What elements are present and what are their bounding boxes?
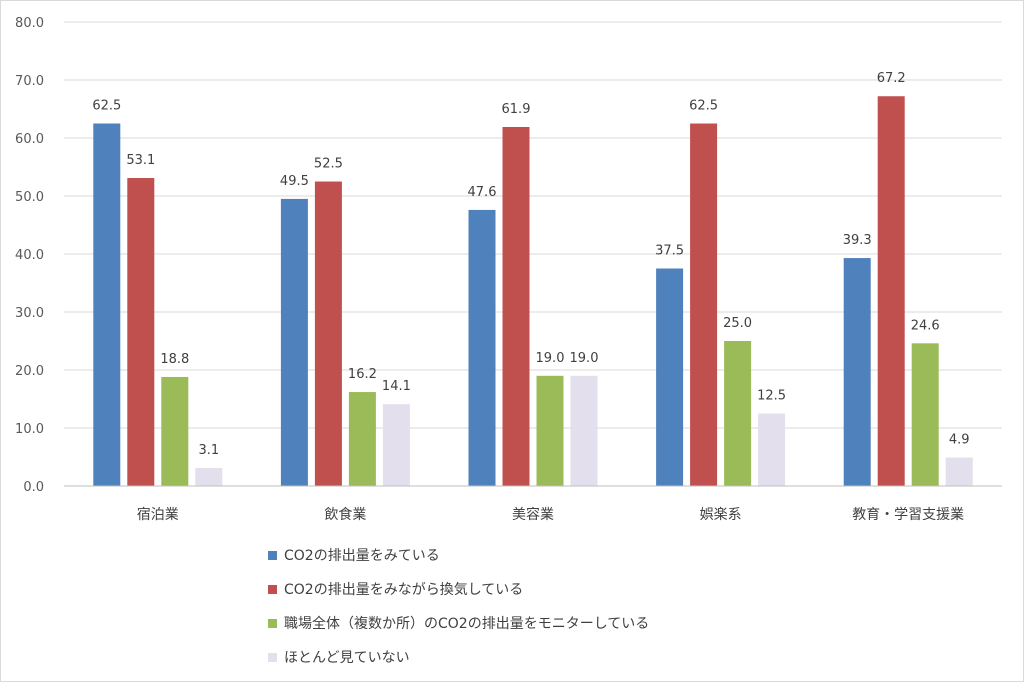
legend-swatch xyxy=(268,584,277,594)
data-label: 49.5 xyxy=(280,174,309,189)
data-label: 39.3 xyxy=(843,233,872,248)
legend-entry: ほとんど見ていない xyxy=(268,640,828,674)
y-tick-label: 10.0 xyxy=(15,422,44,437)
legend-entry: CO2の排出量をみながら換気している xyxy=(268,572,828,606)
data-label: 12.5 xyxy=(757,389,786,404)
data-label: 14.1 xyxy=(382,379,411,394)
bar xyxy=(348,392,376,486)
legend-swatch xyxy=(268,652,277,662)
bar xyxy=(93,123,121,486)
data-label: 24.6 xyxy=(911,318,940,333)
bar xyxy=(656,268,684,486)
bar xyxy=(536,375,564,486)
y-tick-label: 50.0 xyxy=(15,190,44,205)
legend-label: ほとんど見ていない xyxy=(284,650,410,666)
bar xyxy=(724,341,752,486)
bar xyxy=(127,178,155,486)
bar xyxy=(877,96,905,487)
data-label: 16.2 xyxy=(348,367,377,382)
bar xyxy=(843,258,871,486)
data-label: 62.5 xyxy=(689,99,718,114)
bar xyxy=(758,413,786,486)
bar xyxy=(468,209,496,487)
bar xyxy=(280,198,308,486)
data-label: 67.2 xyxy=(877,71,906,86)
y-tick-label: 60.0 xyxy=(15,132,44,147)
data-label: 18.8 xyxy=(160,352,189,367)
data-label: 19.0 xyxy=(570,351,599,366)
bar xyxy=(161,376,189,486)
bar xyxy=(502,126,530,486)
data-label: 37.5 xyxy=(655,244,684,259)
category-label: 娯楽系 xyxy=(700,507,742,523)
category-label: 教育・学習支援業 xyxy=(852,507,964,523)
bar xyxy=(382,404,410,486)
y-tick-label: 70.0 xyxy=(15,74,44,89)
legend-entry: 職場全体（複数か所）のCO2の排出量をモニターしている xyxy=(268,606,828,640)
category-label: 美容業 xyxy=(512,506,554,523)
y-tick-label: 30.0 xyxy=(15,306,44,321)
data-label: 4.9 xyxy=(949,433,970,448)
data-label: 47.6 xyxy=(468,185,497,200)
y-tick-label: 80.0 xyxy=(15,16,44,31)
bar xyxy=(911,343,939,486)
category-label: 飲食業 xyxy=(324,506,366,523)
data-label: 62.5 xyxy=(92,99,121,114)
category-label: 宿泊業 xyxy=(137,506,179,523)
legend-label: 職場全体（複数か所）のCO2の排出量をモニターしている xyxy=(284,616,650,632)
legend-swatch xyxy=(268,618,277,628)
y-tick-label: 20.0 xyxy=(15,364,44,379)
legend-label: CO2の排出量をみながら換気している xyxy=(284,582,524,598)
bar xyxy=(690,123,718,486)
y-tick-label: 40.0 xyxy=(15,248,44,263)
bar xyxy=(195,468,223,486)
legend-entry: CO2の排出量をみている xyxy=(268,538,828,572)
legend-label: CO2の排出量をみている xyxy=(284,548,440,564)
data-label: 53.1 xyxy=(126,153,155,168)
data-label: 3.1 xyxy=(198,443,219,458)
bar xyxy=(945,457,973,486)
legend-swatch xyxy=(268,550,277,560)
y-tick-label: 0.0 xyxy=(23,480,44,495)
data-label: 61.9 xyxy=(502,102,531,117)
data-label: 19.0 xyxy=(536,351,565,366)
data-label: 25.0 xyxy=(723,316,752,331)
legend: CO2の排出量をみている CO2の排出量をみながら換気している職場全体（複数か所）… xyxy=(268,538,828,674)
bar xyxy=(570,375,598,486)
data-label: 52.5 xyxy=(314,157,343,172)
bar xyxy=(314,181,342,486)
